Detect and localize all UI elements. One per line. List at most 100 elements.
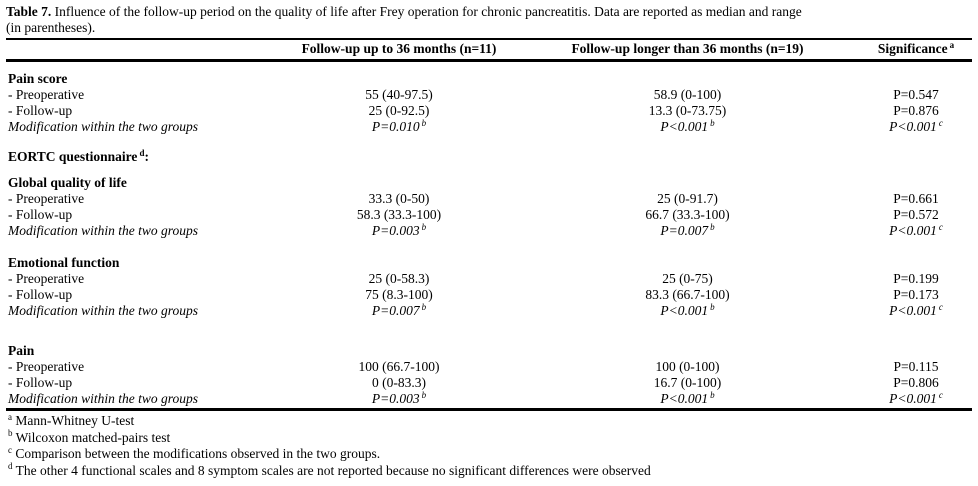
cell-value: P=0.572 [893, 207, 939, 222]
empty-cell [283, 149, 515, 165]
cell-value: P=0.003 b [371, 389, 427, 406]
cell-value: 25 (0-91.7) [657, 191, 718, 206]
table-row: Modification within the two groups P=0.01… [6, 117, 972, 135]
empty-cell [515, 255, 860, 271]
row-label: - Follow-up [8, 103, 73, 118]
footnote-line: a Mann-Whitney U-test [8, 411, 135, 428]
footnote-line: b Wilcoxon matched-pairs test [8, 428, 171, 445]
cell-value: P=0.199 [893, 271, 939, 286]
section-heading-row: Pain score [6, 71, 972, 87]
empty-cell [515, 175, 860, 191]
cell-value: 13.3 (0-73.75) [648, 103, 727, 118]
cell-value: 0 (0-83.3) [372, 375, 426, 390]
section-heading: Pain [8, 343, 35, 358]
table-row: Modification within the two groups P=0.00… [6, 301, 972, 319]
footnote-marker-b: b [710, 301, 715, 312]
row-label: - Preoperative [8, 271, 85, 286]
empty-cell [860, 175, 972, 191]
cell-value: P=0.010 b [371, 117, 427, 134]
row-label: - Follow-up [8, 375, 73, 390]
cell-value: 55 (40-97.5) [365, 87, 433, 102]
cell-value: P=0.876 [893, 103, 939, 118]
table-row: - Follow-up 25 (0-92.5) 13.3 (0-73.75) P=0.… [6, 103, 972, 119]
section-heading: Emotional function [8, 255, 120, 270]
header-col-empty [6, 41, 283, 57]
table-header: Follow-up up to 36 months (n=11) Follow-… [6, 38, 972, 62]
table-section: Global quality of life - Preoperative 33.3… [6, 175, 972, 239]
cell-value: 83.3 (66.7-100) [645, 287, 730, 302]
cell-value: 16.7 (0-100) [653, 375, 722, 390]
empty-cell [860, 149, 972, 165]
footnote-marker-b: b [710, 221, 715, 232]
section-heading: Global quality of life [8, 175, 127, 190]
cell-value: P=0.003 b [371, 221, 427, 238]
table-section: Pain - Preoperative 100 (66.7-100) 100 (0-1… [6, 343, 972, 407]
empty-cell [860, 255, 972, 271]
footnote-marker-c: c [938, 221, 943, 232]
empty-cell [283, 255, 515, 271]
table-row: - Follow-up 58.3 (33.3-100) 66.7 (33.3-100… [6, 207, 972, 223]
cell-value: 58.9 (0-100) [653, 87, 722, 102]
table-section: EORTC questionnaire d: [6, 147, 972, 165]
cell-value: P=0.661 [893, 191, 939, 206]
table-section: Pain score - Preoperative 55 (40-97.5) 58.9… [6, 71, 972, 135]
row-label: - Preoperative [8, 359, 85, 374]
table-row: - Preoperative 33.3 (0-50) 25 (0-91.7) P=0.… [6, 191, 972, 207]
row-label: - Preoperative [8, 191, 85, 206]
footnote-line: d The other 4 functional scales and 8 sy… [8, 461, 651, 478]
cell-value: 33.3 (0-50) [368, 191, 430, 206]
section-heading-row: Global quality of life [6, 175, 972, 191]
table-row: - Preoperative 55 (40-97.5) 58.9 (0-100) P=… [6, 87, 972, 103]
cell-value: 58.3 (33.3-100) [356, 207, 442, 222]
empty-cell [283, 71, 515, 87]
footnote-marker-c: c [938, 389, 943, 400]
empty-cell [860, 71, 972, 87]
row-label: Modification within the two groups [8, 391, 199, 406]
footnote-marker-d: d [139, 147, 145, 158]
empty-cell [515, 343, 860, 359]
cell-value: P<0.001 b [660, 301, 715, 318]
row-label: Modification within the two groups [8, 119, 199, 134]
cell-value: 100 (0-100) [655, 359, 720, 374]
cell-value: P<0.001 b [660, 389, 715, 406]
empty-cell [515, 149, 860, 165]
caption-line-1: Table 7. Influence of the follow-up peri… [6, 4, 972, 20]
header-col-group1: Follow-up up to 36 months (n=11) [301, 41, 497, 56]
section-heading-row: Pain [6, 343, 972, 359]
table-row: Modification within the two groups P=0.00… [6, 221, 972, 239]
table-row: - Follow-up 75 (8.3-100) 83.3 (66.7-100) P=… [6, 287, 972, 303]
header-col-significance: Significance a [860, 39, 972, 57]
row-label: Modification within the two groups [8, 303, 199, 318]
cell-value: P<0.001 c [889, 389, 943, 406]
cell-value: P=0.115 [893, 359, 939, 374]
empty-cell [283, 343, 515, 359]
caption-line-2: (in parentheses). [6, 20, 96, 35]
footnote-marker-b: b [710, 389, 715, 400]
footnotes: a Mann-Whitney U-test b Wilcoxon matched-… [6, 411, 972, 479]
row-label: - Follow-up [8, 287, 73, 302]
cell-value: 75 (8.3-100) [365, 287, 433, 302]
footnote-marker-b: b [421, 301, 427, 312]
cell-value: P<0.001 b [660, 117, 715, 134]
cell-value: P<0.001 c [889, 301, 943, 318]
footnote-marker-a: a [949, 39, 955, 50]
section-heading-row: Emotional function [6, 255, 972, 271]
table-row: - Preoperative 25 (0-58.3) 25 (0-75) P=0.19… [6, 271, 972, 287]
footnote-marker-b: b [421, 117, 427, 128]
cell-value: 100 (66.7-100) [358, 359, 440, 374]
table-sections: Pain score - Preoperative 55 (40-97.5) 58.9… [6, 71, 972, 411]
caption-table-number: Table 7. [6, 4, 52, 19]
cell-value: P=0.173 [893, 287, 939, 302]
footnote-marker-b: b [710, 117, 715, 128]
cell-value: P=0.007 b [371, 301, 427, 318]
cell-value: 25 (0-75) [662, 271, 713, 286]
empty-cell [860, 343, 972, 359]
footnote-marker-b: b [8, 428, 13, 438]
table-section: Emotional function - Preoperative 25 (0-58… [6, 255, 972, 319]
cell-value: 66.7 (33.3-100) [645, 207, 730, 222]
table-caption: Table 7. Influence of the follow-up peri… [6, 4, 972, 36]
cell-value: 25 (0-58.3) [368, 271, 430, 286]
cell-value: P<0.001 c [889, 221, 943, 238]
caption-text: Influence of the follow-up period on the… [51, 4, 802, 19]
footnote-marker-b: b [421, 221, 427, 232]
